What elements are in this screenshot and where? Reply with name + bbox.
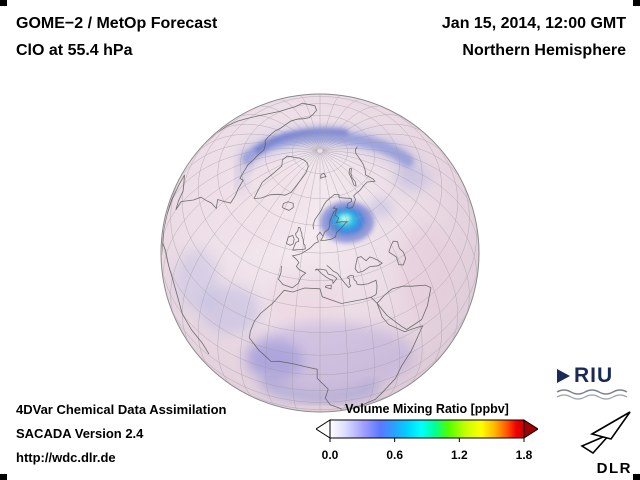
colorbar-tick-labels: 0.0 0.6 1.2 1.8	[316, 448, 538, 462]
dlr-logo: DLR	[572, 408, 634, 477]
corner-mark	[0, 0, 7, 6]
colorbar-gradient-bar	[315, 419, 539, 442]
hemisphere-label: Northern Hemisphere	[462, 42, 626, 59]
colorbar-tick-label: 1.2	[450, 448, 468, 462]
dlr-logo-text: DLR	[596, 460, 632, 477]
riu-waves-icon	[556, 389, 628, 400]
colorbar-tick-label: 0.6	[386, 448, 403, 462]
corner-mark	[633, 474, 640, 480]
datetime-label: Jan 15, 2014, 12:00 GMT	[441, 15, 626, 32]
colorbar-tick-label: 0.0	[321, 448, 339, 462]
url-label: http://wdc.dlr.de	[16, 450, 116, 465]
version-label: SACADA Version 2.4	[16, 426, 144, 441]
corner-mark	[633, 0, 640, 6]
riu-triangle-icon	[557, 369, 570, 383]
riu-logo-text: RIU	[574, 364, 614, 387]
dlr-bird-icon	[580, 411, 631, 455]
colorbar-tick-label: 1.8	[515, 448, 533, 462]
graticule	[162, 95, 478, 411]
riu-logo: RIU	[556, 364, 634, 401]
assimilation-label: 4DVar Chemical Data Assimilation	[16, 402, 227, 417]
species-level-title: ClO at 55.4 hPa	[16, 42, 133, 59]
globe-outline	[160, 93, 480, 413]
header-right: Jan 15, 2014, 12:00 GMT Northern Hemisph…	[442, 10, 626, 64]
header-left: GOME−2 / MetOp Forecast ClO at 55.4 hPa	[16, 10, 217, 64]
corner-mark	[0, 474, 7, 480]
colorbar: Volume Mixing Ratio [ppbv] 0.0 0.6 1.2 1.8	[315, 402, 539, 462]
globe-map	[160, 93, 480, 413]
colorbar-title: Volume Mixing Ratio [ppbv]	[345, 402, 509, 416]
footer-left: 4DVar Chemical Data Assimilation SACADA …	[16, 398, 227, 470]
product-title: GOME−2 / MetOp Forecast	[16, 15, 218, 32]
